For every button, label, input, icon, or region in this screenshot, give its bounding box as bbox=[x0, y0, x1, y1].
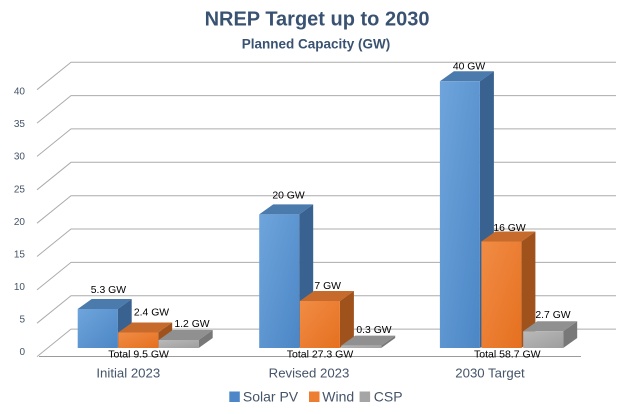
svg-text:1.2 GW: 1.2 GW bbox=[174, 319, 209, 330]
svg-text:35: 35 bbox=[14, 119, 26, 130]
svg-text:7 GW: 7 GW bbox=[314, 281, 341, 292]
svg-text:2030 Target: 2030 Target bbox=[455, 366, 525, 381]
svg-text:Total 9.5 GW: Total 9.5 GW bbox=[108, 348, 169, 360]
svg-text:2.4 GW: 2.4 GW bbox=[134, 308, 169, 319]
svg-text:Total 58.7 GW: Total 58.7 GW bbox=[474, 348, 541, 360]
svg-text:Solar PV: Solar PV bbox=[243, 388, 299, 404]
svg-text:30: 30 bbox=[14, 152, 26, 163]
svg-text:Initial 2023: Initial 2023 bbox=[96, 366, 160, 381]
svg-text:40 GW: 40 GW bbox=[453, 62, 486, 73]
svg-text:40: 40 bbox=[14, 87, 26, 98]
svg-text:0.3 GW: 0.3 GW bbox=[356, 325, 391, 336]
svg-text:5.3 GW: 5.3 GW bbox=[91, 285, 126, 296]
svg-text:20 GW: 20 GW bbox=[272, 191, 305, 202]
svg-text:2.7 GW: 2.7 GW bbox=[535, 310, 570, 321]
svg-text:10: 10 bbox=[14, 282, 26, 293]
svg-text:NREP Target up to 2030: NREP Target up to 2030 bbox=[205, 8, 430, 30]
svg-text:25: 25 bbox=[14, 184, 26, 195]
svg-text:15: 15 bbox=[14, 249, 26, 260]
svg-text:Planned Capacity (GW): Planned Capacity (GW) bbox=[242, 37, 391, 52]
svg-text:Total 27.3 GW: Total 27.3 GW bbox=[287, 348, 354, 360]
svg-text:20: 20 bbox=[14, 217, 26, 228]
svg-text:Wind: Wind bbox=[322, 388, 354, 404]
svg-text:0: 0 bbox=[19, 347, 25, 358]
svg-text:5: 5 bbox=[19, 315, 25, 326]
svg-text:16 GW: 16 GW bbox=[493, 223, 526, 234]
svg-text:Revised 2023: Revised 2023 bbox=[269, 366, 350, 381]
svg-text:CSP: CSP bbox=[374, 388, 403, 404]
